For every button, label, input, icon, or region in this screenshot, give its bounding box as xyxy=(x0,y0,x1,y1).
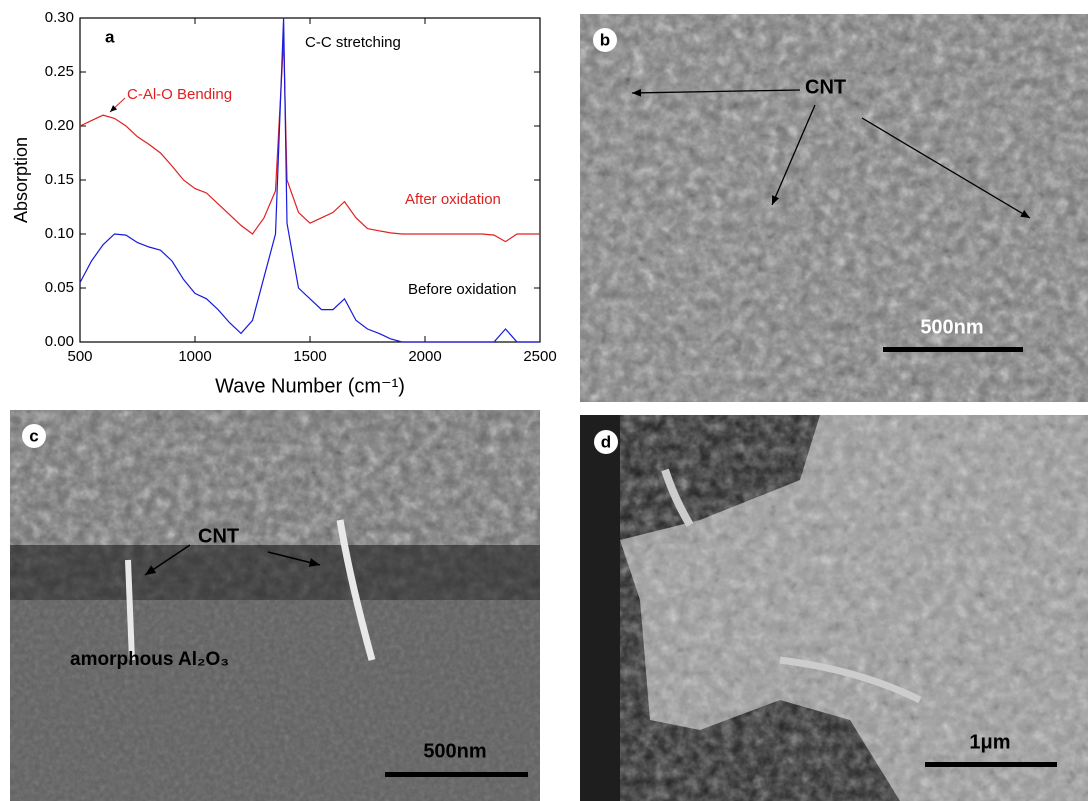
x-tick-label: 500 xyxy=(67,348,92,365)
x-axis-label: Wave Number (cm⁻¹) xyxy=(215,375,405,397)
y-tick-label: 0.15 xyxy=(45,171,74,188)
cnt-label: CNT xyxy=(198,525,239,547)
panel-label: d xyxy=(601,432,611,451)
scale-bar-label: 1μm xyxy=(969,731,1010,753)
series-line xyxy=(80,40,540,242)
scale-bar xyxy=(925,762,1057,767)
y-tick-label: 0.05 xyxy=(45,279,74,296)
panel-c: c CNT amorphous Al₂O₃ 500nm xyxy=(10,410,540,801)
x-tick-label: 2000 xyxy=(408,348,441,365)
panel-label: b xyxy=(600,30,610,49)
panel-d: d 1μm xyxy=(580,415,1088,801)
y-tick-label: 0.25 xyxy=(45,63,74,80)
x-tick-label: 2500 xyxy=(523,348,556,365)
y-axis-label: Absorption xyxy=(11,137,31,223)
figure: b CNT 500nm c CNT amorphous Al₂O₃ 500nm … xyxy=(0,0,1088,801)
material-label: amorphous Al₂O₃ xyxy=(70,649,229,670)
scale-bar-label: 500nm xyxy=(423,740,486,762)
y-tick-label: 0.10 xyxy=(45,225,74,242)
scale-bar-label: 500nm xyxy=(920,316,983,338)
y-tick-label: 0.20 xyxy=(45,117,74,134)
series-label: Before oxidation xyxy=(408,281,516,298)
cnt xyxy=(128,560,132,660)
panel-label: c xyxy=(29,426,38,445)
scale-bar xyxy=(385,772,528,777)
cnt-label: CNT xyxy=(805,76,846,98)
x-tick-label: 1500 xyxy=(293,348,326,365)
panel-label: a xyxy=(105,27,115,46)
arrow xyxy=(110,98,125,112)
sem-texture xyxy=(580,14,1088,402)
x-tick-label: 1000 xyxy=(178,348,211,365)
sem-texture xyxy=(10,600,540,801)
annotation: C-Al-O Bending xyxy=(127,86,232,103)
y-tick-label: 0.30 xyxy=(45,9,74,26)
series-label: After oxidation xyxy=(405,191,501,208)
chart: a C-C stretching C-Al-O Bending Absorpti… xyxy=(11,9,557,397)
panel-b: b CNT 500nm xyxy=(580,14,1088,402)
annotation: C-C stretching xyxy=(305,34,401,51)
scale-bar xyxy=(883,347,1023,352)
